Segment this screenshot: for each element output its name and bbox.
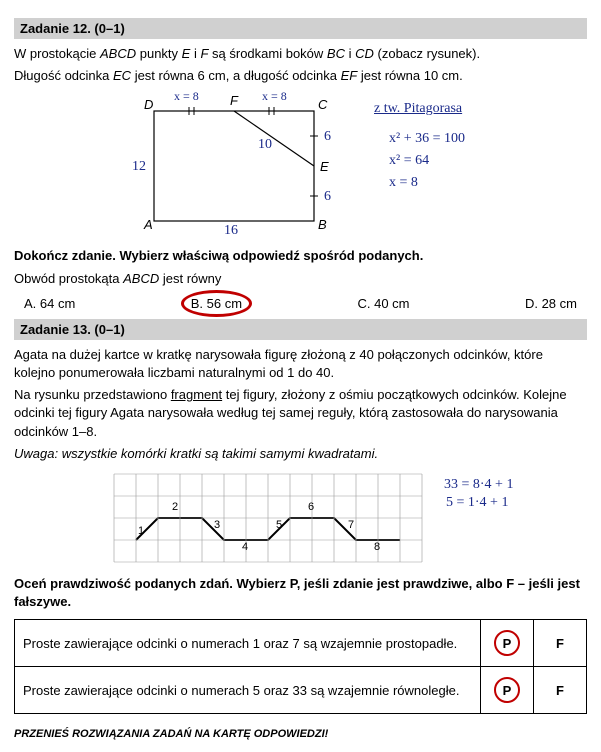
annot-eq3: x = 8 — [389, 175, 418, 191]
circled-P: P — [494, 677, 520, 703]
task12-header: Zadanie 12. (0–1) — [14, 18, 587, 39]
fragment: fragment — [171, 387, 222, 402]
seg-4: 4 — [242, 541, 248, 553]
option-C[interactable]: C. 40 cm — [358, 296, 410, 311]
E: E — [182, 46, 191, 61]
label-E: E — [320, 159, 329, 174]
abcd: ABCD — [100, 46, 136, 61]
task13-note: Uwaga: wszystkie komórki kratki są takim… — [14, 445, 587, 463]
option-D[interactable]: D. 28 cm — [525, 296, 577, 311]
t: (zobacz rysunek). — [378, 46, 481, 61]
t: punkty — [140, 46, 182, 61]
annot-6b: 6 — [324, 189, 331, 205]
EC: EC — [113, 68, 131, 83]
annot-eq2: x² = 64 — [389, 153, 429, 169]
F: F — [200, 46, 208, 61]
annot-title: z tw. Pitagorasa — [374, 101, 462, 117]
annot-bottom: 16 — [224, 223, 238, 239]
task13-p2: Na rysunku przedstawiono fragment tej fi… — [14, 386, 587, 441]
option-A[interactable]: A. 64 cm — [24, 296, 75, 311]
task12-options: A. 64 cm B. 56 cm C. 40 cm D. 28 cm — [24, 296, 577, 311]
task13-instruction: Oceń prawdziwość podanych zdań. Wybierz … — [14, 575, 587, 611]
label-A: A — [144, 217, 153, 232]
cell-F[interactable]: F — [534, 620, 587, 667]
task12-text1: W prostokącie ABCD punkty E i F są środk… — [14, 45, 587, 63]
task13-header: Zadanie 13. (0–1) — [14, 319, 587, 340]
annot-x2: x = 8 — [262, 89, 287, 104]
task12-figure: D F C E B A x = 8 x = 8 12 16 6 6 10 z t… — [14, 91, 587, 241]
abcd2: ABCD — [123, 271, 159, 286]
label-C: C — [318, 97, 327, 112]
circled-P: P — [494, 630, 520, 656]
BC: BC — [327, 46, 345, 61]
option-B-selected[interactable]: B. 56 cm — [191, 296, 242, 311]
t: jest równy — [163, 271, 222, 286]
t: W prostokącie — [14, 46, 100, 61]
statement-2: Proste zawierające odcinki o numerach 5 … — [15, 667, 481, 714]
label-F: F — [230, 93, 238, 108]
seg-7: 7 — [348, 519, 354, 531]
cell-P[interactable]: P — [481, 620, 534, 667]
annot-x1: x = 8 — [174, 89, 199, 104]
CD: CD — [355, 46, 374, 61]
t: Obwód prostokąta — [14, 271, 123, 286]
seg-6: 6 — [308, 501, 314, 513]
annot-6a: 6 — [324, 129, 331, 145]
annot-5: 5 = 1·4 + 1 — [446, 495, 508, 511]
footer-note: PRZENIEŚ ROZWIĄZANIA ZADAŃ NA KARTĘ ODPO… — [14, 728, 587, 740]
label-D: D — [144, 97, 153, 112]
table-row: Proste zawierające odcinki o numerach 1 … — [15, 620, 587, 667]
t: jest równa 6 cm, a długość odcinka — [135, 68, 341, 83]
seg-3: 3 — [214, 519, 220, 531]
annot-10: 10 — [258, 137, 272, 153]
task12-question: Obwód prostokąta ABCD jest równy — [14, 270, 587, 288]
seg-1: 1 — [138, 525, 144, 537]
task12-instruction: Dokończ zdanie. Wybierz właściwą odpowie… — [14, 247, 587, 265]
label-B: B — [318, 217, 327, 232]
t: Długość odcinka — [14, 68, 113, 83]
annot-eq1: x² + 36 = 100 — [389, 131, 465, 147]
table-row: Proste zawierające odcinki o numerach 5 … — [15, 667, 587, 714]
seg-2: 2 — [172, 501, 178, 513]
cell-P[interactable]: P — [481, 667, 534, 714]
statement-1: Proste zawierające odcinki o numerach 1 … — [15, 620, 481, 667]
task13-p1: Agata na dużej kartce w kratkę narysował… — [14, 346, 587, 382]
t: Na rysunku przedstawiono — [14, 387, 171, 402]
seg-5: 5 — [276, 519, 282, 531]
seg-8: 8 — [374, 541, 380, 553]
task12-text2: Długość odcinka EC jest równa 6 cm, a dł… — [14, 67, 587, 85]
annot-33: 33 = 8·4 + 1 — [444, 477, 513, 493]
task13-figure: 1 2 3 4 5 6 7 8 33 = 8·4 + 1 5 = 1·4 + 1 — [14, 469, 587, 569]
task13-table: Proste zawierające odcinki o numerach 1 … — [14, 619, 587, 714]
t: są środkami boków — [212, 46, 327, 61]
t: jest równa 10 cm. — [361, 68, 463, 83]
annot-left: 12 — [132, 159, 146, 175]
EF: EF — [341, 68, 358, 83]
cell-F[interactable]: F — [534, 667, 587, 714]
